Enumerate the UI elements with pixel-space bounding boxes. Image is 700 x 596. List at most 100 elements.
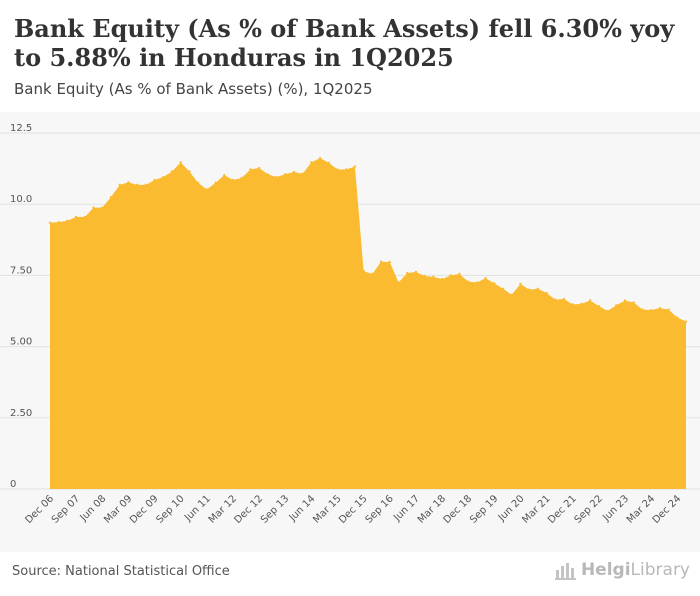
data-point (284, 173, 286, 175)
data-point (685, 320, 687, 322)
x-tick-label: Dec 15 (337, 493, 370, 526)
data-point (301, 173, 303, 175)
data-point (179, 161, 181, 163)
data-point (484, 277, 486, 279)
y-tick-label: 7.50 (10, 265, 32, 276)
data-point (432, 276, 434, 278)
data-point (127, 181, 129, 183)
data-point (162, 176, 164, 178)
x-tick-label: Dec 06 (23, 493, 56, 526)
data-point (49, 222, 51, 224)
x-tick-label: Dec 24 (651, 493, 684, 526)
data-point (110, 196, 112, 198)
data-point (171, 170, 173, 172)
data-point (511, 294, 513, 296)
data-point (380, 261, 382, 263)
logo-text-a: Helgi (581, 560, 631, 580)
data-point (598, 305, 600, 307)
y-tick-label: 2.50 (10, 408, 32, 419)
data-point (467, 280, 469, 282)
data-point (650, 309, 652, 311)
x-tick-label: Sep 07 (50, 493, 82, 525)
data-point (537, 288, 539, 290)
data-point (423, 275, 425, 277)
data-point (84, 216, 86, 218)
source-note: Source: National Statistical Office (12, 564, 230, 579)
data-point (240, 177, 242, 179)
x-tick-label: Dec 18 (442, 493, 475, 526)
data-point (580, 303, 582, 305)
data-point (458, 273, 460, 275)
data-point (493, 282, 495, 284)
data-point (293, 171, 295, 173)
data-point (267, 173, 269, 175)
y-tick-label: 5.00 (10, 337, 32, 348)
chart-subtitle: Bank Equity (As % of Bank Assets) (%), 1… (14, 80, 372, 98)
helgi-library-logo: HelgiLibrary (555, 560, 690, 580)
data-point (641, 308, 643, 310)
data-point (206, 188, 208, 190)
data-point (275, 176, 277, 178)
chart-title: Bank Equity (As % of Bank Assets) fell 6… (14, 14, 686, 72)
x-tick-label: Sep 22 (573, 493, 605, 525)
data-point (345, 168, 347, 170)
data-point (145, 184, 147, 186)
data-point (450, 274, 452, 276)
data-point (362, 270, 364, 272)
data-point (415, 271, 417, 273)
x-tick-label: Dec 12 (233, 493, 266, 526)
data-point (223, 174, 225, 176)
data-point (406, 272, 408, 274)
data-point (197, 182, 199, 184)
y-tick-label: 0 (10, 479, 16, 490)
data-point (101, 206, 103, 208)
data-point (319, 157, 321, 159)
data-point (528, 288, 530, 290)
data-point (214, 182, 216, 184)
data-point (92, 206, 94, 208)
data-point (75, 216, 77, 218)
data-point (659, 307, 661, 309)
data-point (624, 299, 626, 301)
data-point (153, 179, 155, 181)
data-point (371, 273, 373, 275)
data-point (58, 221, 60, 223)
logo-text-b: Library (631, 560, 690, 580)
data-point (676, 316, 678, 318)
data-point (310, 161, 312, 163)
data-point (554, 298, 556, 300)
y-tick-label: 12.5 (10, 123, 32, 134)
series-area (50, 158, 686, 489)
data-point (258, 167, 260, 169)
data-point (136, 184, 138, 186)
data-point (563, 298, 565, 300)
x-tick-label: Sep 19 (468, 493, 500, 525)
data-point (397, 281, 399, 283)
bar-chart-icon (555, 560, 577, 580)
data-point (572, 303, 574, 305)
data-point (188, 170, 190, 172)
data-point (476, 281, 478, 283)
data-point (667, 308, 669, 310)
data-point (502, 288, 504, 290)
data-point (441, 278, 443, 280)
x-tick-label: Sep 13 (259, 493, 291, 525)
x-tick-label: Sep 16 (364, 493, 396, 525)
data-point (232, 179, 234, 181)
x-tick-label: Dec 21 (546, 493, 579, 526)
logo-text: HelgiLibrary (581, 560, 690, 580)
data-point (545, 292, 547, 294)
y-tick-label: 10.0 (10, 194, 32, 205)
data-point (589, 299, 591, 301)
x-tick-label: Dec 09 (128, 493, 161, 526)
data-point (389, 261, 391, 263)
data-point (66, 220, 68, 222)
data-point (119, 184, 121, 186)
data-point (519, 283, 521, 285)
data-point (328, 162, 330, 164)
data-point (336, 168, 338, 170)
data-point (615, 304, 617, 306)
data-point (633, 301, 635, 303)
x-tick-label: Sep 10 (154, 493, 186, 525)
